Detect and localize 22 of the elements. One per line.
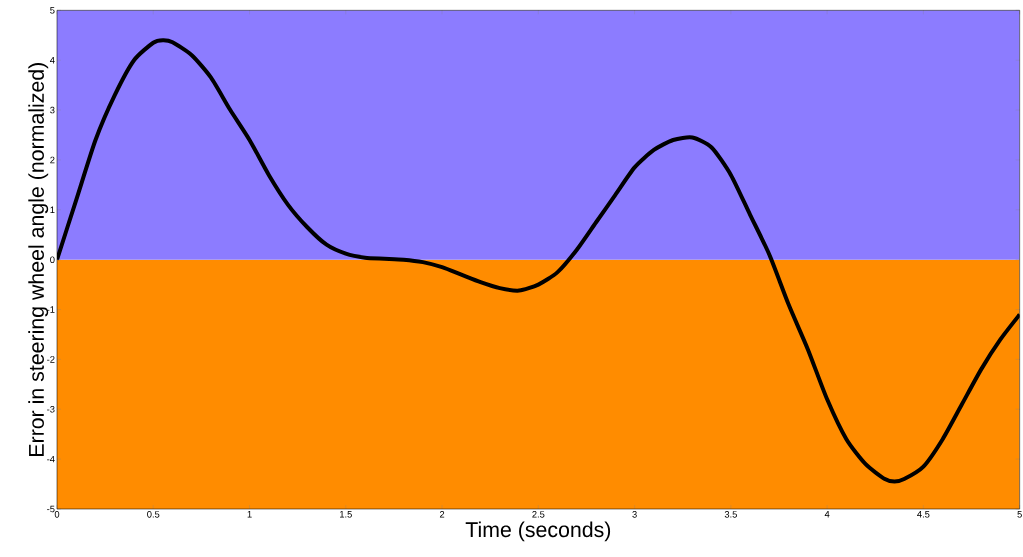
x-tick-label: 1.5 [340, 511, 352, 518]
y-tick-label: -2 [47, 356, 55, 363]
y-tick-label: -3 [47, 405, 55, 413]
y-tick-label: -1 [47, 306, 55, 313]
x-tick-label: 0.5 [147, 511, 160, 518]
y-tick-label: 3 [50, 106, 55, 114]
x-tick-label: 2 [439, 511, 445, 518]
x-tick-label: 5 [1017, 511, 1022, 518]
y-tick-label: 2 [50, 156, 55, 164]
x-tick-label: 3.5 [724, 511, 737, 518]
y-tick-label: 1 [50, 206, 55, 214]
x-tick-label: 2.5 [532, 511, 545, 518]
y-tick-label: -4 [47, 455, 55, 463]
y-tick-label: -5 [47, 505, 55, 513]
y-tick-label: 0 [50, 256, 55, 263]
x-tick-label: 1 [247, 511, 252, 518]
y-tick-label: 4 [49, 57, 55, 64]
x-tick-label: 4 [824, 511, 830, 518]
x-tick-label: 4.5 [917, 511, 930, 518]
x-tick-label: 3 [632, 511, 637, 518]
y-tick-label: 5 [50, 7, 55, 14]
x-axis-title: Time (seconds) [465, 521, 611, 542]
